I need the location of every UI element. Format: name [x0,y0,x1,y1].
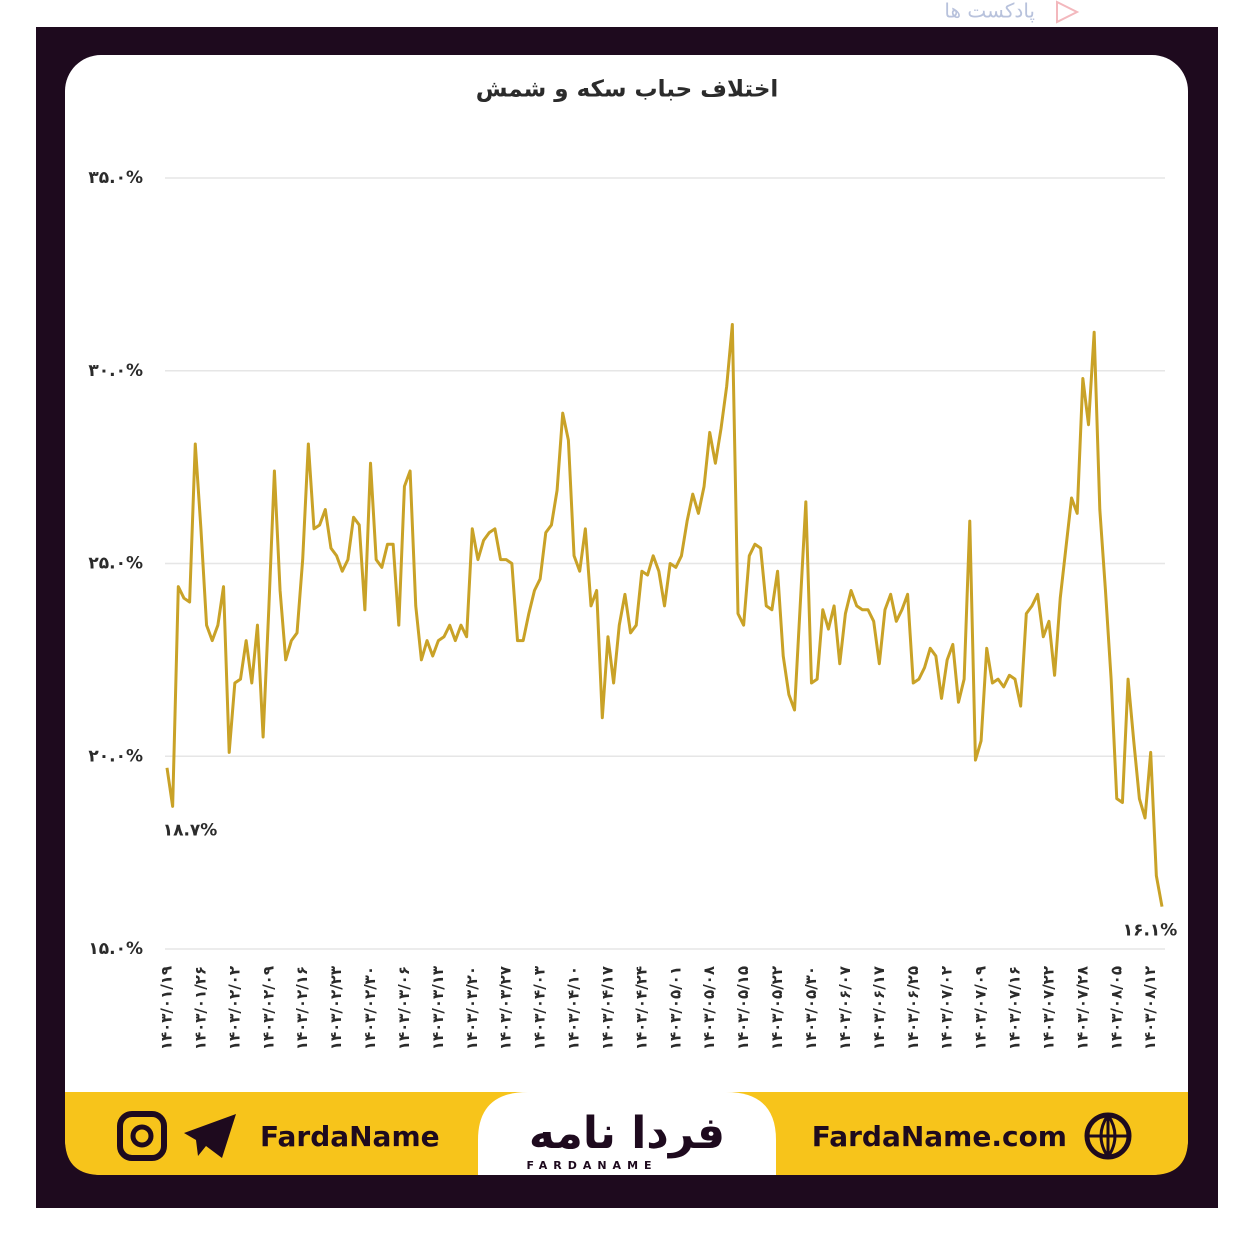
x-tick-label: ۱۴۰۳/۰۳/۰۶ [395,966,413,1050]
x-tick-label: ۱۴۰۳/۰۵/۲۲ [768,966,786,1050]
logo-tab [478,1092,776,1175]
x-tick-label: ۱۴۰۳/۰۷/۰۲ [938,966,956,1050]
x-tick-label: ۱۴۰۳/۰۳/۲۰ [463,966,481,1050]
plot: ۱۵.۰% ۲۰.۰% ۲۵.۰% ۳۰.۰% ۳۵.۰% ۱۴۰۳/۰۱/۱۹ ۱۴۰۳/… [88,168,1177,1050]
value-label: ۱۶.۱% [1123,921,1178,941]
x-tick-label: ۱۴۰۳/۰۲/۰۲ [225,966,243,1050]
x-tick-label: ۱۴۰۳/۰۸/۰۵ [1107,966,1125,1050]
data-line [165,322,1164,907]
social-handle: FardaName [260,1120,440,1153]
x-tick-label: ۱۴۰۳/۰۳/۱۳ [429,966,447,1050]
x-tick-label: ۱۴۰۳/۰۸/۱۲ [1141,966,1159,1050]
x-tick-label: ۱۴۰۳/۰۱/۲۶ [191,966,209,1050]
x-tick-label: ۱۴۰۳/۰۲/۲۳ [327,966,345,1050]
x-tick-label: ۱۴۰۳/۰۵/۰۱ [666,966,684,1050]
logo-latin: FARDANAME [526,1159,657,1172]
x-tick-label: ۱۴۰۳/۰۷/۲۸ [1073,966,1091,1050]
x-tick-label: ۱۴۰۳/۰۴/۱۰ [565,966,583,1050]
y-tick-label: ۱۵.۰% [88,939,143,959]
top-link[interactable]: پادکست ها [944,0,1035,24]
x-tick-label: ۱۴۰۳/۰۲/۳۰ [361,966,379,1050]
x-tick-label: ۱۴۰۳/۰۷/۲۲ [1039,966,1057,1050]
x-tick-label: ۱۴۰۳/۰۲/۱۶ [293,966,311,1050]
telegram-icon[interactable] [184,1114,236,1158]
play-icon [1056,0,1080,24]
x-tick-label: ۱۴۰۳/۰۲/۰۹ [259,966,277,1050]
y-tick-label: ۳۰.۰% [88,361,143,381]
x-tick-label: ۱۴۰۳/۰۳/۲۷ [497,966,515,1050]
x-tick-label: ۱۴۰۳/۰۵/۳۰ [802,966,820,1050]
y-tick-label: ۲۰.۰% [88,746,143,766]
value-label: ۱۸.۷% [163,820,218,840]
y-tick-label: ۳۵.۰% [88,168,143,188]
x-tick-label: ۱۴۰۳/۰۶/۰۷ [836,966,854,1050]
x-tick-label: ۱۴۰۳/۰۶/۱۷ [870,966,888,1050]
y-tick-label: ۲۵.۰% [88,554,143,574]
website[interactable]: FardaName.com [812,1120,1067,1153]
x-tick-label: ۱۴۰۳/۰۴/۲۴ [632,966,650,1050]
instagram-lens [130,1124,154,1148]
x-tick-label: ۱۴۰۳/۰۷/۰۹ [972,966,990,1050]
chart-title: اختلاف حباب سکه و شمش [476,77,779,103]
globe-lines [1087,1114,1129,1158]
x-tick-label: ۱۴۰۳/۰۱/۱۹ [158,966,176,1050]
instagram-icon[interactable] [117,1111,167,1161]
x-tick-label: ۱۴۰۳/۰۴/۰۳ [531,966,549,1050]
x-tick-label: ۱۴۰۳/۰۴/۱۷ [598,966,616,1050]
logo: فردا نامه [529,1108,725,1159]
x-tick-label: ۱۴۰۳/۰۵/۰۸ [700,966,718,1050]
x-tick-label: ۱۴۰۳/۰۷/۱۶ [1006,966,1024,1050]
x-tick-label: ۱۴۰۳/۰۶/۲۵ [904,966,922,1050]
x-tick-label: ۱۴۰۳/۰۵/۱۵ [734,966,752,1050]
